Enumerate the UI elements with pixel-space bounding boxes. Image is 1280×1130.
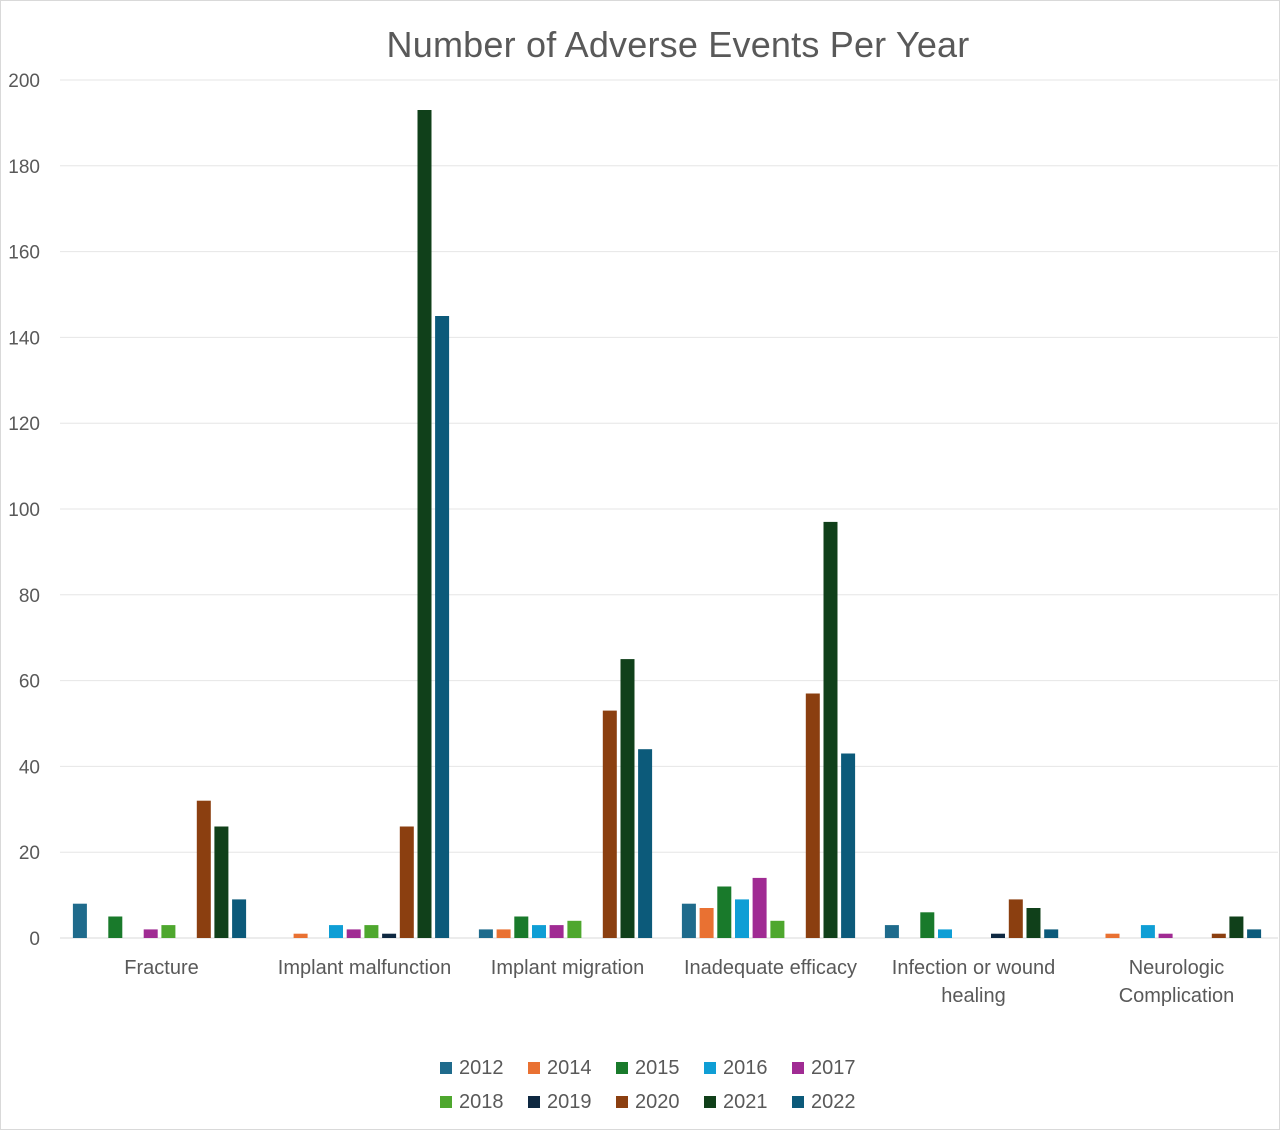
bar-2018 bbox=[161, 925, 176, 938]
legend-label: 2015 bbox=[635, 1056, 680, 1079]
bar-2021 bbox=[620, 659, 635, 938]
bar-2016 bbox=[735, 899, 749, 938]
y-tick-label: 0 bbox=[29, 929, 40, 950]
legend-item: 2012 bbox=[440, 1056, 528, 1080]
y-tick-label: 40 bbox=[19, 757, 40, 778]
bar-2012 bbox=[681, 903, 696, 938]
x-category-label: Inadequate efficacy bbox=[684, 957, 857, 979]
legend-label: 2017 bbox=[811, 1056, 856, 1079]
legend-item: 2017 bbox=[792, 1056, 880, 1080]
y-tick-label: 200 bbox=[8, 71, 40, 92]
bar-2021 bbox=[823, 521, 838, 938]
bar-2015 bbox=[717, 886, 732, 938]
bar-2019 bbox=[991, 933, 1005, 938]
legend-swatch bbox=[704, 1062, 716, 1074]
bar-2018 bbox=[364, 925, 379, 938]
bar-2015 bbox=[108, 916, 123, 938]
y-tick-label: 120 bbox=[8, 414, 40, 435]
bar-2016 bbox=[329, 925, 343, 938]
bar-2016 bbox=[1140, 925, 1155, 938]
legend-label: 2019 bbox=[547, 1090, 592, 1113]
legend-item: 2019 bbox=[528, 1090, 616, 1114]
legend-label: 2016 bbox=[723, 1056, 768, 1079]
legend-swatch bbox=[792, 1096, 804, 1108]
bar-2022 bbox=[1044, 929, 1059, 938]
legend-swatch bbox=[792, 1062, 804, 1074]
bar-2014 bbox=[496, 929, 511, 938]
y-tick-label: 20 bbox=[19, 843, 40, 864]
bar-2015 bbox=[920, 912, 935, 938]
bar-2017 bbox=[1158, 933, 1173, 938]
x-category-label: Implant malfunction bbox=[278, 957, 451, 979]
legend-label: 2022 bbox=[811, 1090, 856, 1113]
legend-item: 2020 bbox=[616, 1090, 704, 1114]
bar-2012 bbox=[72, 903, 87, 938]
bar-2014 bbox=[293, 933, 308, 938]
chart-title: Number of Adverse Events Per Year bbox=[386, 24, 970, 65]
bar-2022 bbox=[841, 753, 856, 938]
legend-label: 2012 bbox=[459, 1056, 504, 1079]
legend-label: 2020 bbox=[635, 1090, 680, 1113]
bar-2021 bbox=[1229, 916, 1244, 938]
x-category-label: Implant migration bbox=[491, 957, 644, 979]
bar-2022 bbox=[435, 316, 450, 938]
x-category-label: Neurologic bbox=[1129, 957, 1225, 979]
legend-item: 2015 bbox=[616, 1056, 704, 1080]
legend-swatch bbox=[440, 1062, 452, 1074]
bar-2022 bbox=[638, 749, 653, 938]
bar-2018 bbox=[770, 920, 785, 938]
bar-2020 bbox=[399, 826, 414, 938]
legend-swatch bbox=[528, 1062, 540, 1074]
bar-2019 bbox=[382, 933, 397, 938]
bar-2020 bbox=[1211, 933, 1226, 938]
chart-legend: 2012 2014 2015 2016 2017 2018 2019 2020 2021 2022 bbox=[440, 1056, 880, 1114]
x-category-label: healing bbox=[941, 985, 1006, 1007]
bar-2012 bbox=[884, 925, 899, 938]
bar-2016 bbox=[938, 929, 952, 938]
bar-2015 bbox=[514, 916, 529, 938]
bar-2022 bbox=[232, 899, 247, 938]
x-category-label: Complication bbox=[1119, 985, 1235, 1007]
bar-2017 bbox=[752, 877, 767, 938]
bar-2017 bbox=[346, 929, 361, 938]
x-category-label: Fracture bbox=[124, 957, 198, 979]
legend-item: 2014 bbox=[528, 1056, 616, 1080]
bar-2022 bbox=[1247, 929, 1262, 938]
legend-swatch bbox=[616, 1062, 628, 1074]
y-tick-label: 100 bbox=[8, 500, 40, 521]
bar-2020 bbox=[805, 693, 820, 938]
y-tick-label: 180 bbox=[8, 157, 40, 178]
legend-label: 2021 bbox=[723, 1090, 768, 1113]
bar-2017 bbox=[143, 929, 158, 938]
legend-label: 2018 bbox=[459, 1090, 504, 1113]
legend-swatch bbox=[528, 1096, 540, 1108]
bar-2014 bbox=[699, 908, 714, 938]
bar-2021 bbox=[214, 826, 229, 938]
y-tick-label: 60 bbox=[19, 672, 40, 693]
y-tick-label: 160 bbox=[8, 243, 40, 264]
bar-2020 bbox=[602, 710, 617, 938]
bar-2020 bbox=[196, 800, 211, 938]
bar-2021 bbox=[1026, 908, 1041, 938]
legend-item: 2021 bbox=[704, 1090, 792, 1114]
bar-2017 bbox=[549, 925, 564, 938]
bar-2018 bbox=[567, 920, 582, 938]
y-tick-label: 140 bbox=[8, 328, 40, 349]
bar-2020 bbox=[1008, 899, 1023, 938]
legend-swatch bbox=[704, 1096, 716, 1108]
x-category-label: Infection or wound bbox=[892, 957, 1055, 979]
legend-item: 2022 bbox=[792, 1090, 880, 1114]
bar-2016 bbox=[532, 925, 546, 938]
legend-item: 2016 bbox=[704, 1056, 792, 1080]
y-tick-label: 80 bbox=[19, 586, 40, 607]
legend-swatch bbox=[440, 1096, 452, 1108]
legend-item: 2018 bbox=[440, 1090, 528, 1114]
bar-2012 bbox=[478, 929, 493, 938]
bar-2014 bbox=[1105, 933, 1120, 938]
bar-2021 bbox=[417, 110, 432, 938]
legend-swatch bbox=[616, 1096, 628, 1108]
legend-label: 2014 bbox=[547, 1056, 592, 1079]
